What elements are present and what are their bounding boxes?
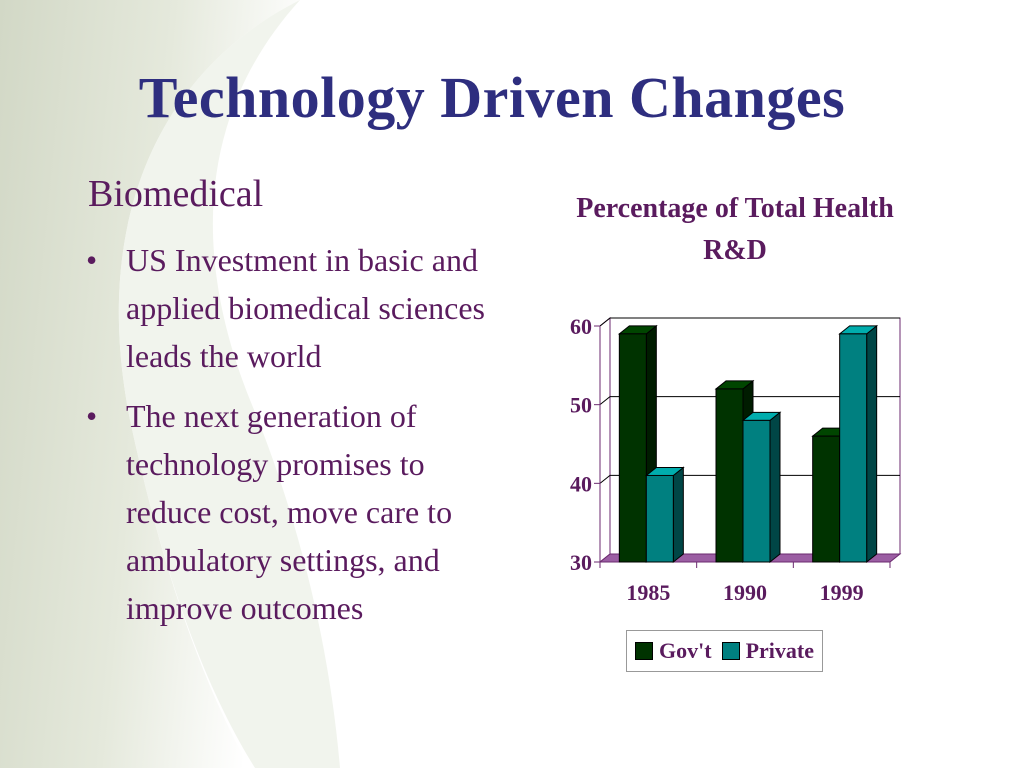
x-tick-label: 1985 (626, 580, 670, 605)
y-tick-label: 30 (570, 550, 592, 575)
background-swoosh-highlight (118, 0, 341, 768)
bullet-text: The next generation of technology promis… (126, 398, 453, 626)
bar (839, 333, 868, 563)
x-tick-label: 1990 (723, 580, 767, 605)
bar-side (769, 411, 781, 564)
bullet-list: • US Investment in basic and applied bio… (86, 236, 506, 644)
bar (812, 435, 841, 563)
slide-title: Technology Driven Changes (138, 65, 846, 130)
bar (715, 388, 744, 563)
bullet-item: • The next generation of technology prom… (86, 392, 506, 632)
chart-title: Percentage of Total Health R&D (576, 193, 894, 266)
bar-side (866, 324, 878, 564)
bullet-item: • US Investment in basic and applied bio… (86, 236, 506, 380)
gridline (599, 474, 900, 484)
bullet-text: US Investment in basic and applied biome… (126, 242, 485, 374)
y-tick-label: 40 (570, 471, 592, 496)
y-tick-label: 50 (570, 393, 592, 418)
bullet-icon: • (86, 242, 98, 278)
legend-swatch-private (721, 642, 740, 660)
chart-legend: Gov't Private (626, 630, 823, 672)
gridline (599, 317, 900, 327)
background-swoosh (0, 0, 300, 768)
legend-entry-private: Private (721, 638, 814, 664)
bar (645, 474, 674, 563)
bar-side (672, 466, 684, 564)
chart-side-wall (599, 316, 611, 564)
legend-label-private: Private (745, 638, 814, 663)
section-heading: Biomedical (88, 173, 264, 215)
legend-swatch-govt (635, 642, 653, 660)
legend-label-govt: Gov't (659, 638, 712, 663)
gridline (599, 396, 900, 406)
legend-entry-govt: Gov't (635, 638, 712, 664)
bar (618, 333, 647, 563)
x-tick-label: 1999 (820, 580, 864, 605)
y-tick-label: 60 (570, 314, 592, 339)
bullet-icon: • (86, 398, 98, 434)
bar (742, 419, 771, 563)
